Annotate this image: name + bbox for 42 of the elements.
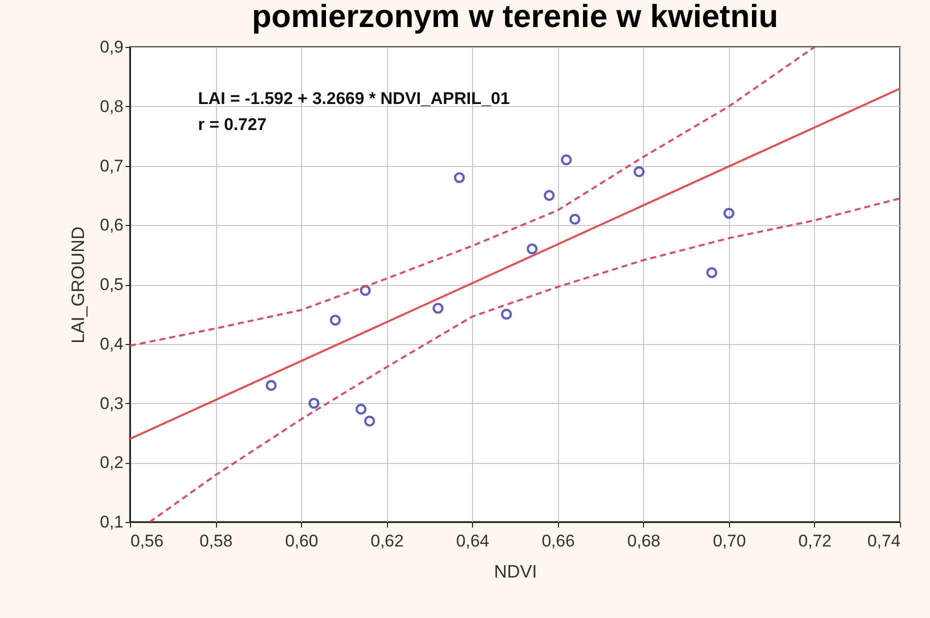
annotation: r = 0.727 — [198, 115, 267, 134]
y-tick-label: 0,5 — [100, 275, 124, 294]
point — [308, 398, 320, 409]
y-tick-label: 0,2 — [100, 453, 124, 472]
x-tick-label: 0,68 — [627, 532, 660, 550]
y-axis-title: LAI_GROUND — [68, 226, 88, 344]
point — [560, 154, 572, 166]
x-tick-label: 0,70 — [712, 532, 746, 550]
x-tick-label: 0,60 — [285, 532, 318, 550]
y-tick-label: 0,8 — [100, 96, 124, 116]
point — [706, 267, 718, 278]
y-tick-label: 0,9 — [100, 38, 124, 56]
point — [356, 404, 366, 415]
y-tick-label: 0,6 — [100, 216, 124, 235]
line-series — [130, 47, 816, 347]
y-tick-label: 0,3 — [100, 394, 124, 413]
point — [364, 416, 375, 426]
point — [454, 172, 465, 184]
point — [723, 208, 734, 219]
point — [526, 243, 538, 254]
point — [544, 190, 555, 201]
y-tick-label: 0,7 — [100, 156, 124, 176]
x-tick-label: 0,64 — [456, 532, 490, 550]
line-series — [148, 197, 900, 522]
x-axis-title: NDVI — [494, 562, 538, 582]
point — [569, 214, 580, 225]
y-tick-label: 0,4 — [100, 334, 124, 354]
annotation: LAI = -1.592 + 3.2669 * NDVI_APRIL_01 — [198, 89, 510, 108]
x-tick-label: 0,56 — [130, 532, 164, 550]
x-tick-label: 0,74 — [867, 532, 900, 550]
point — [634, 166, 644, 178]
x-tick-label: 0,62 — [370, 532, 404, 550]
y-tick-label: 0,1 — [100, 512, 124, 532]
point — [266, 380, 277, 391]
point — [360, 285, 371, 296]
x-tick-label: 0,58 — [200, 532, 233, 550]
point — [432, 302, 444, 314]
point — [330, 314, 341, 326]
x-tick-label: 0,66 — [542, 532, 575, 550]
chart-title: pomierzonym w terenie w kwietniu — [252, 0, 778, 34]
x-tick-label: 0,72 — [798, 532, 832, 550]
point — [501, 308, 512, 320]
